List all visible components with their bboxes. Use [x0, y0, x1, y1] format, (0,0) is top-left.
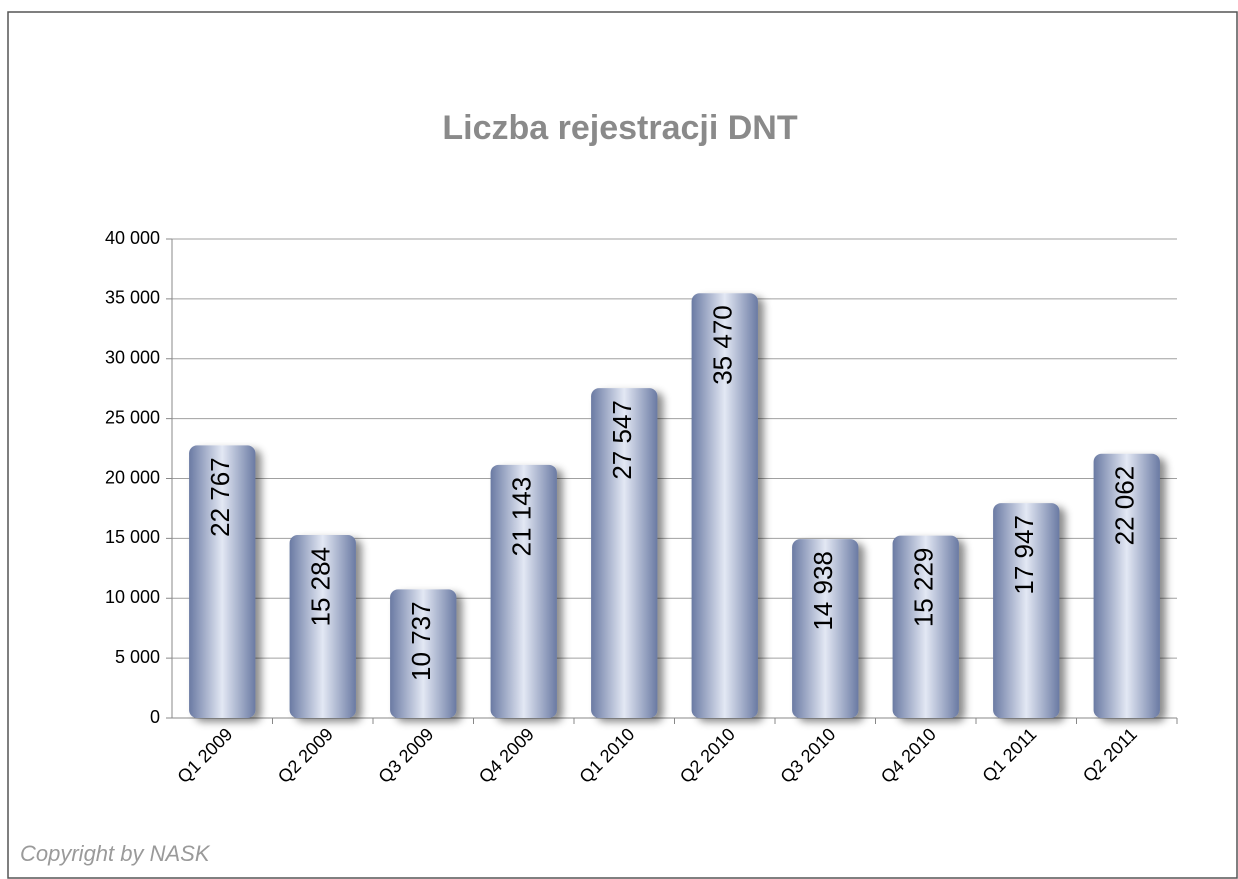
y-tick-label: 40 000: [105, 228, 160, 248]
bar: [591, 388, 658, 718]
bar: [993, 503, 1060, 718]
y-tick-label: 5 000: [115, 647, 160, 667]
value-label: 15 229: [909, 548, 939, 628]
bar: [691, 293, 758, 718]
bar: [892, 535, 959, 718]
chart-title: Liczba rejestracji DNT: [442, 109, 797, 147]
value-label: 21 143: [507, 477, 537, 557]
copyright: Copyright by NASK: [20, 841, 211, 866]
y-tick-label: 0: [150, 707, 160, 727]
bar: [390, 589, 457, 718]
bar: [289, 534, 356, 718]
value-label: 10 737: [406, 601, 436, 681]
bar: [490, 464, 557, 718]
bar: [189, 445, 256, 718]
y-tick-label: 20 000: [105, 467, 160, 487]
value-label: 15 284: [306, 547, 336, 627]
bar: [792, 539, 859, 718]
y-tick-label: 15 000: [105, 527, 160, 547]
y-tick-label: 10 000: [105, 587, 160, 607]
value-label: 22 767: [205, 457, 235, 537]
bar: [1093, 453, 1160, 718]
value-label: 14 938: [808, 551, 838, 631]
value-label: 35 470: [708, 305, 738, 385]
y-tick-label: 25 000: [105, 407, 160, 427]
y-tick-label: 35 000: [105, 288, 160, 308]
value-label: 22 062: [1110, 466, 1140, 546]
y-tick-label: 30 000: [105, 348, 160, 368]
value-label: 17 947: [1009, 515, 1039, 595]
value-label: 27 547: [607, 400, 637, 480]
